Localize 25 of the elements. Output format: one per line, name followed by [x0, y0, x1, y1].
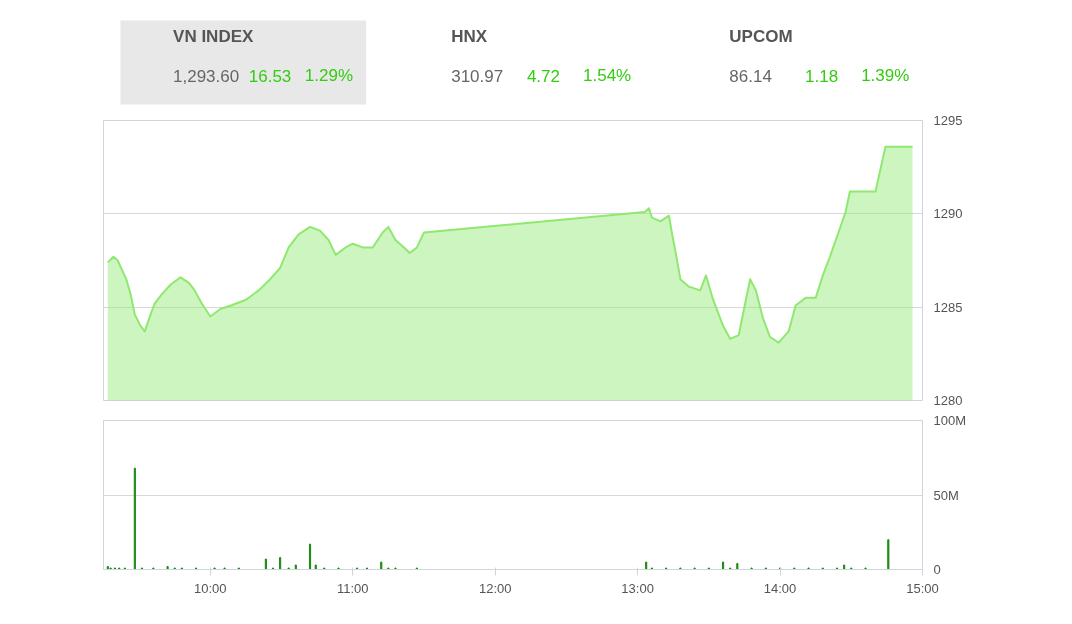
x-tick-label: 10:00 [194, 580, 227, 596]
text: 1.18 [805, 66, 839, 86]
y-tick-label: 1295 [933, 113, 963, 128]
x-tick-label: 15:00 [906, 580, 939, 596]
x-tick-label: 14:00 [763, 580, 797, 596]
text: 4.72 [526, 66, 560, 86]
y-tick-label: 0 [933, 562, 941, 577]
category-label: VN INDEX [173, 27, 254, 46]
y-tick-label: 1280 [933, 393, 963, 408]
text: 1.39% [861, 66, 910, 85]
text: 86.14 [729, 66, 772, 86]
text: 1.29% [304, 66, 354, 85]
y-tick-label: 50M [933, 487, 959, 503]
category-label: UPCOM [729, 27, 793, 46]
text: 16.53 [248, 66, 292, 86]
y-tick-label: 1290 [933, 206, 963, 222]
category-label: HNX [451, 27, 488, 46]
text: 1,293.60 [173, 66, 240, 86]
x-tick-label: 13:00 [621, 580, 654, 596]
text: 1.54% [583, 66, 632, 85]
x-tick-label: 11:00 [336, 580, 369, 596]
text: 310.97 [451, 66, 504, 86]
y-tick-label: 100M [933, 413, 967, 428]
y-tick-label: 1285 [933, 299, 963, 315]
x-tick-label: 12:00 [478, 580, 512, 596]
